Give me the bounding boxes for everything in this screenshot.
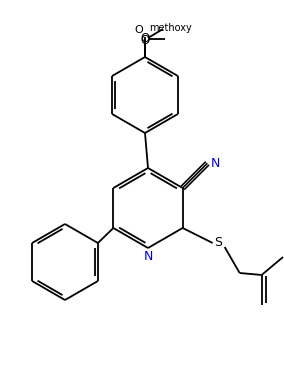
Text: O: O <box>140 34 150 47</box>
Text: N: N <box>143 250 153 263</box>
Text: S: S <box>214 236 222 250</box>
Text: O: O <box>140 33 150 46</box>
Text: N: N <box>210 157 220 170</box>
Text: methoxy: methoxy <box>149 23 192 33</box>
Text: O: O <box>134 25 143 35</box>
